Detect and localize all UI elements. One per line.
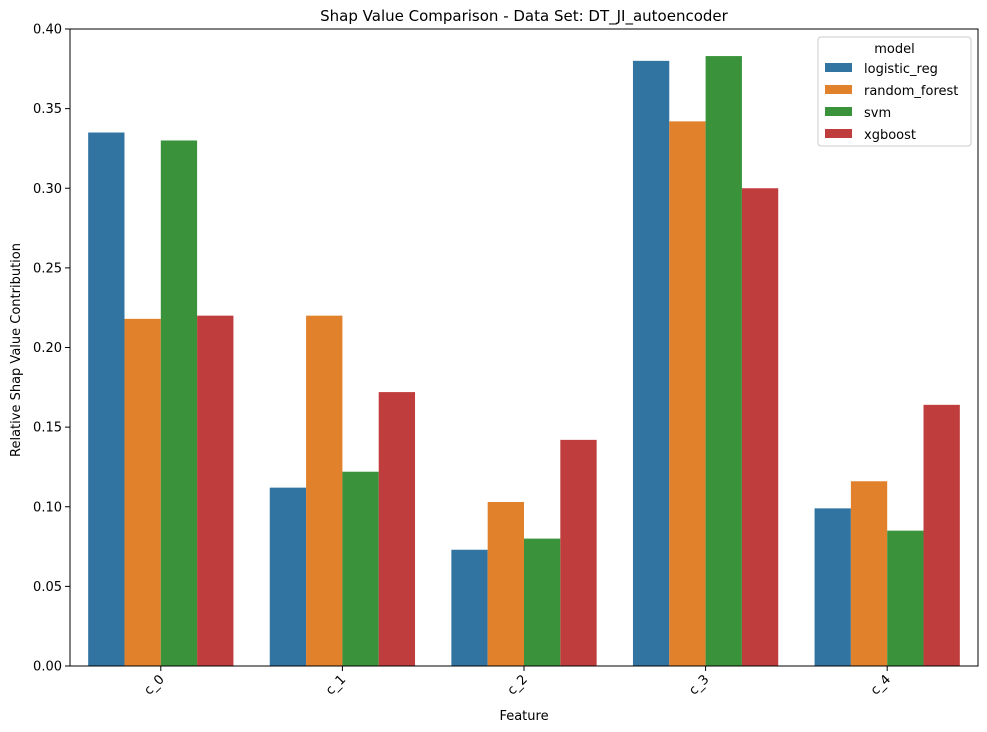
bar-logistic_reg-c_1 xyxy=(269,487,307,666)
x-tick-label: c_0 xyxy=(142,672,168,698)
legend-swatch-xgboost xyxy=(825,129,852,138)
legend-swatch-logistic_reg xyxy=(825,63,852,72)
legend-box xyxy=(817,36,972,147)
bar-logistic_reg-c_2 xyxy=(451,549,488,666)
legend-label-xgboost: xgboost xyxy=(864,128,916,143)
bar-random_forest-c_2 xyxy=(487,501,524,666)
y-tick-label: 0.30 xyxy=(33,182,62,197)
y-axis-label: Relative Shap Value Contribution xyxy=(9,243,24,457)
legend-title: model xyxy=(874,42,914,57)
x-tick-label: c_2 xyxy=(505,672,531,698)
bar-xgboost-c_4 xyxy=(923,404,960,666)
bar-xgboost-c_1 xyxy=(378,392,416,666)
y-tick-label: 0.10 xyxy=(33,500,62,515)
y-tick-label: 0.00 xyxy=(33,660,62,675)
bars-layer xyxy=(88,56,960,667)
x-tick-label: c_1 xyxy=(323,672,349,698)
x-axis: c_0 c_1 c_2 c_3 c_4 xyxy=(142,666,894,698)
bar-svm-c_4 xyxy=(887,530,924,666)
y-tick-label: 0.35 xyxy=(33,102,62,117)
bar-svm-c_3 xyxy=(705,56,742,666)
bar-svm-c_1 xyxy=(342,471,379,666)
bar-random_forest-c_3 xyxy=(669,121,706,667)
y-axis: 0.00 0.05 0.10 0.15 0.20 0.25 0.30 0.35 0.40 xyxy=(33,23,70,675)
bar-svm-c_0 xyxy=(160,140,198,667)
y-tick-label: 0.25 xyxy=(33,261,62,276)
x-tick-label: c_3 xyxy=(686,672,712,698)
bar-xgboost-c_2 xyxy=(560,439,597,666)
bar-svm-c_2 xyxy=(524,538,561,666)
legend-swatch-svm xyxy=(825,107,852,116)
x-axis-label: Feature xyxy=(499,709,548,724)
legend-label-random_forest: random_forest xyxy=(864,84,958,99)
y-tick-label: 0.15 xyxy=(33,421,62,436)
y-tick-label: 0.05 xyxy=(33,580,62,595)
bar-random_forest-c_1 xyxy=(306,315,343,666)
legend-label-svm: svm xyxy=(864,106,891,121)
bar-logistic_reg-c_0 xyxy=(88,132,125,666)
bar-xgboost-c_3 xyxy=(741,188,779,666)
bar-logistic_reg-c_3 xyxy=(632,60,670,667)
bar-logistic_reg-c_4 xyxy=(814,508,851,666)
x-tick-label: c_4 xyxy=(868,672,894,698)
bar-xgboost-c_0 xyxy=(197,315,234,666)
y-tick-label: 0.20 xyxy=(33,341,62,356)
bar-random_forest-c_0 xyxy=(124,318,161,666)
y-tick-label: 0.40 xyxy=(33,23,62,38)
plot-frame xyxy=(69,28,979,667)
legend-label-logistic_reg: logistic_reg xyxy=(864,62,938,77)
chart-title: Shap Value Comparison - Data Set: DT_JI_… xyxy=(320,7,728,26)
legend-swatch-random_forest xyxy=(825,85,852,94)
bar-random_forest-c_4 xyxy=(850,481,888,666)
